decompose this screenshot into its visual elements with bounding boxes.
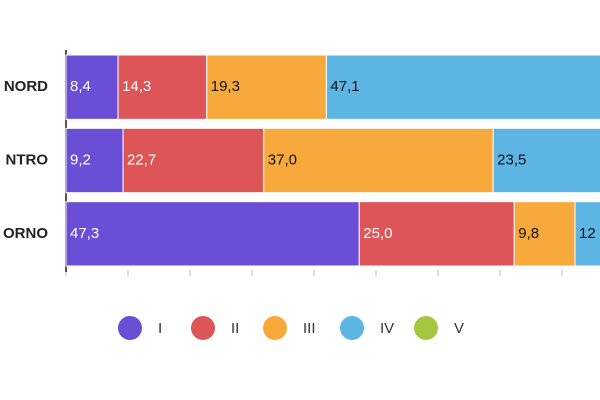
bar-segment xyxy=(358,201,515,267)
value-label: 37,0 xyxy=(268,151,297,168)
bar-segment xyxy=(65,201,360,267)
bar-segment xyxy=(513,201,576,267)
value-label: 14,3 xyxy=(122,78,151,95)
category-label: ORNO xyxy=(3,225,48,242)
legend-label: V xyxy=(454,320,464,337)
legend-label: III xyxy=(303,320,316,337)
bar-segment xyxy=(206,54,327,120)
category-label: NORD xyxy=(4,78,48,95)
legend-swatch xyxy=(263,316,287,340)
value-label: 22,7 xyxy=(127,151,156,168)
value-label: 23,5 xyxy=(497,151,526,168)
bar-segment xyxy=(325,54,600,120)
bar-segment xyxy=(117,54,208,120)
legend-label: IV xyxy=(380,320,394,337)
value-label: 9,8 xyxy=(518,225,539,242)
bar-segment xyxy=(574,201,600,267)
category-label: NTRO xyxy=(6,151,49,168)
legend-label: II xyxy=(231,320,239,337)
legend-swatch xyxy=(118,316,142,340)
value-label: 19,3 xyxy=(211,78,240,95)
legend-swatch xyxy=(191,316,215,340)
legend-label: I xyxy=(158,320,162,337)
value-label: 25,0 xyxy=(363,225,392,242)
value-label: 47,3 xyxy=(70,225,99,242)
legend-swatch xyxy=(340,316,364,340)
bar-segment xyxy=(65,127,124,194)
bar-segment xyxy=(122,127,265,194)
bar-segment xyxy=(263,127,494,194)
bar-segment xyxy=(492,127,600,194)
value-label: 9,2 xyxy=(70,151,91,168)
value-label: 12 xyxy=(579,225,596,242)
value-label: 8,4 xyxy=(70,78,91,95)
legend-swatch xyxy=(414,316,438,340)
value-label: 47,1 xyxy=(330,78,359,95)
